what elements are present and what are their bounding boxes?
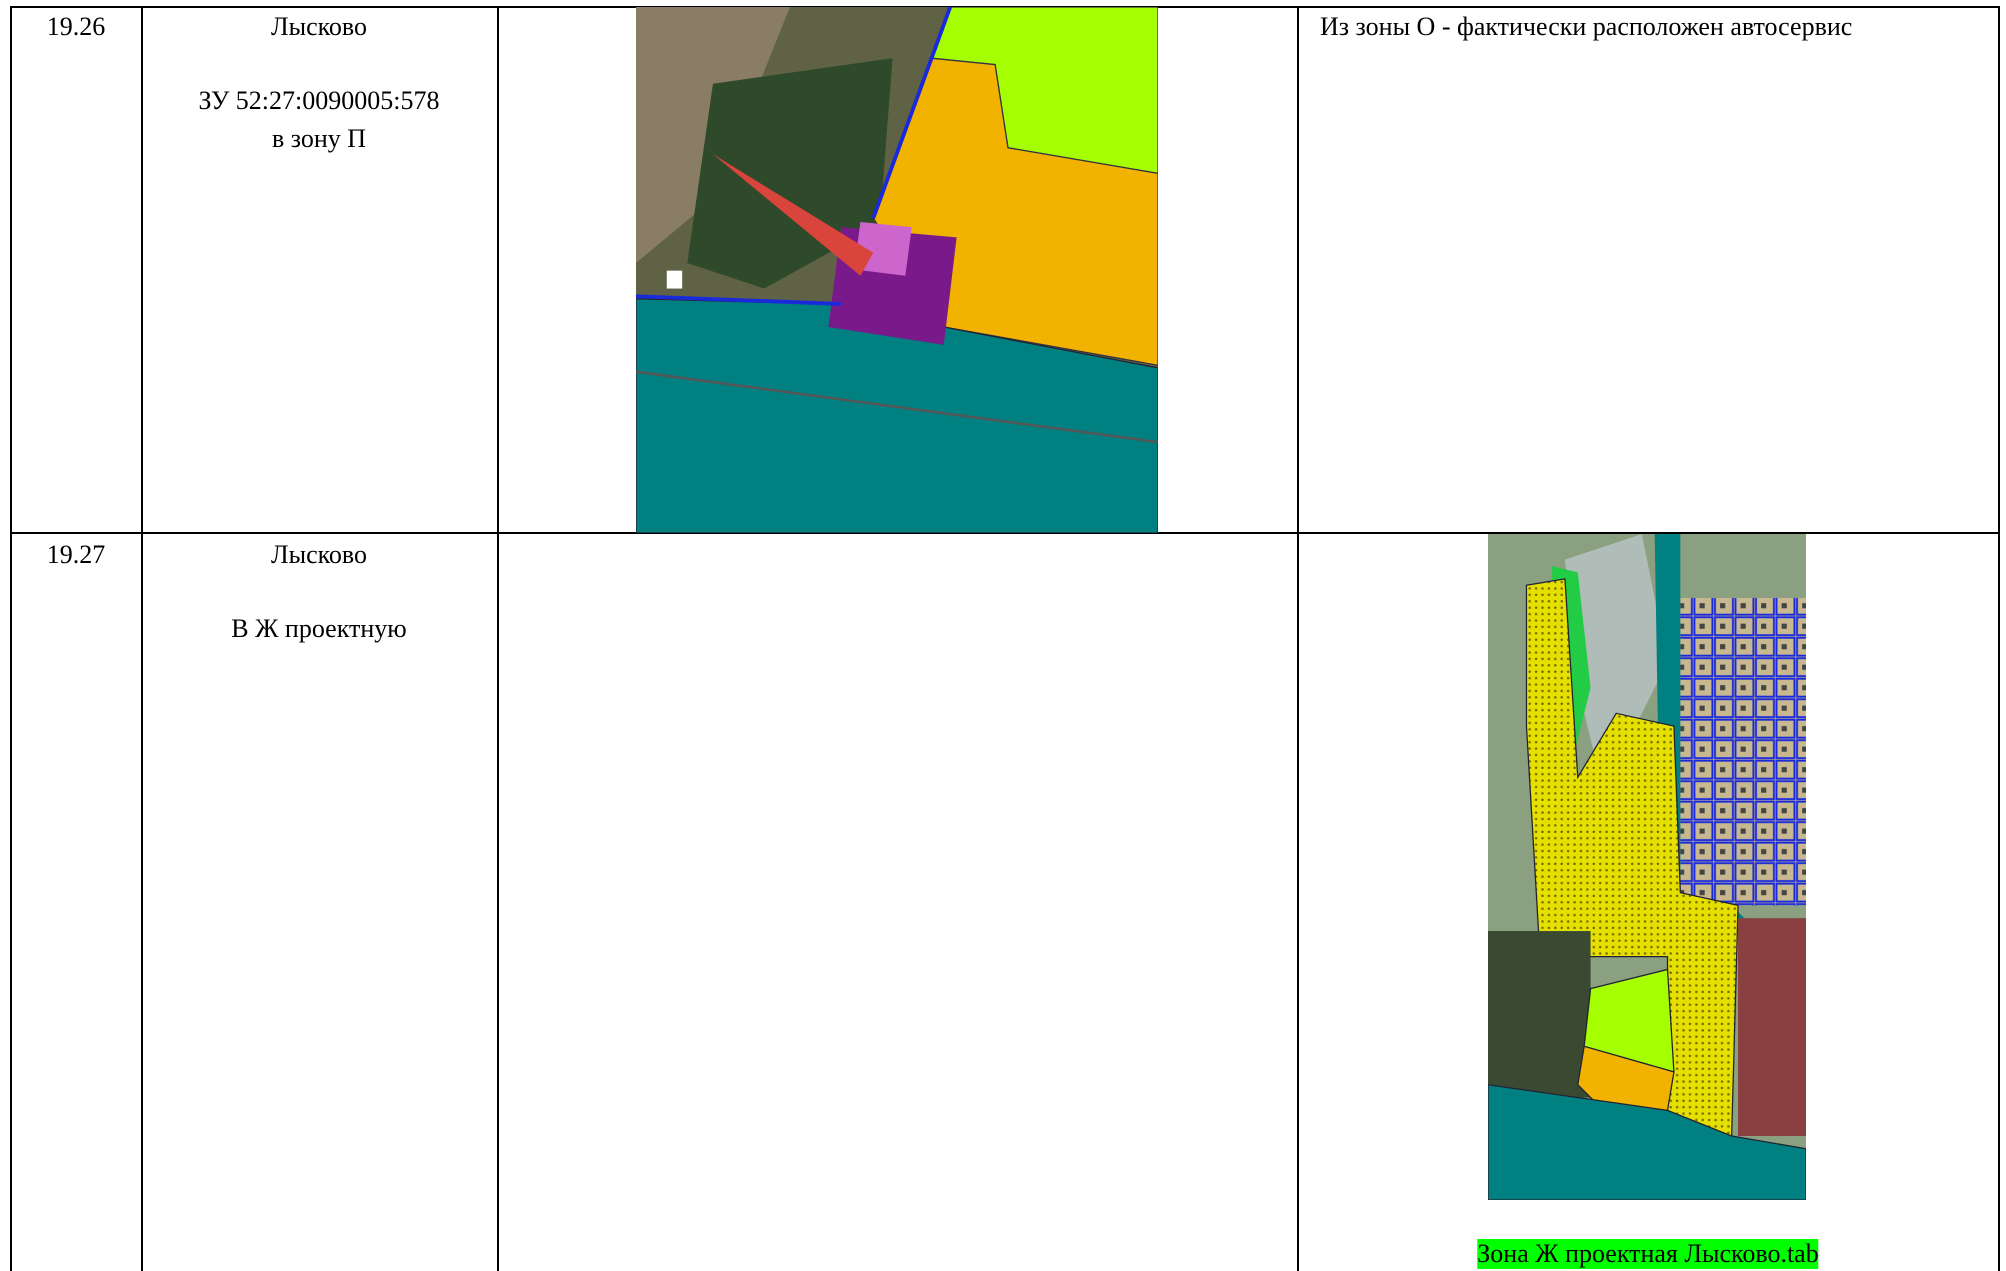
row-number: 19.26	[46, 12, 106, 41]
comment: Из зоны О - фактически расположен автосе…	[1320, 12, 1853, 41]
place: Лысково	[270, 540, 368, 569]
table-border	[10, 6, 12, 1271]
table-border	[141, 6, 143, 1271]
table-border	[1998, 6, 2000, 1271]
row-number: 19.27	[46, 540, 106, 569]
map-image	[636, 7, 1158, 533]
table-border	[10, 532, 2000, 534]
subject: ЗУ 52:27:0090005:578	[198, 86, 440, 115]
place: Лысково	[270, 12, 368, 41]
image-caption: Зона Ж проектная Лысково.tab	[1477, 1239, 1819, 1269]
table-border	[497, 6, 499, 1271]
map-image	[1488, 534, 1806, 1200]
subject: В Ж проектную	[231, 614, 407, 643]
table-border	[1297, 6, 1299, 1271]
subject: в зону П	[271, 124, 367, 153]
